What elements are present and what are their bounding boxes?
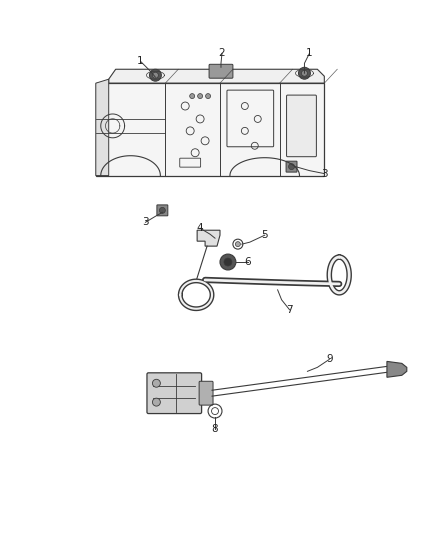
Text: 9: 9 [326,354,332,365]
Text: 6: 6 [244,257,251,267]
Polygon shape [197,230,220,246]
Polygon shape [387,361,407,377]
Circle shape [190,94,194,99]
Circle shape [289,164,294,169]
Text: 5: 5 [261,230,268,240]
Text: 1: 1 [306,49,313,58]
Text: 4: 4 [197,223,203,233]
Circle shape [152,72,159,78]
Circle shape [301,70,307,76]
FancyBboxPatch shape [147,373,201,414]
Circle shape [235,241,240,247]
Circle shape [198,94,203,99]
Polygon shape [96,83,324,175]
FancyBboxPatch shape [157,205,168,216]
FancyBboxPatch shape [286,161,297,172]
Circle shape [159,207,165,213]
Text: 3: 3 [142,217,149,227]
Text: 3: 3 [321,168,328,179]
Circle shape [152,398,160,406]
Circle shape [152,379,160,387]
Circle shape [298,67,311,79]
Polygon shape [96,79,109,175]
Text: 1: 1 [137,56,144,66]
FancyBboxPatch shape [286,95,316,157]
Text: 8: 8 [212,424,218,434]
Text: 2: 2 [219,49,225,58]
Text: 7: 7 [286,305,293,314]
Circle shape [149,69,161,81]
FancyBboxPatch shape [209,64,233,78]
Circle shape [220,254,236,270]
Circle shape [205,94,211,99]
Polygon shape [109,69,324,83]
FancyBboxPatch shape [199,381,213,405]
Circle shape [224,258,232,266]
